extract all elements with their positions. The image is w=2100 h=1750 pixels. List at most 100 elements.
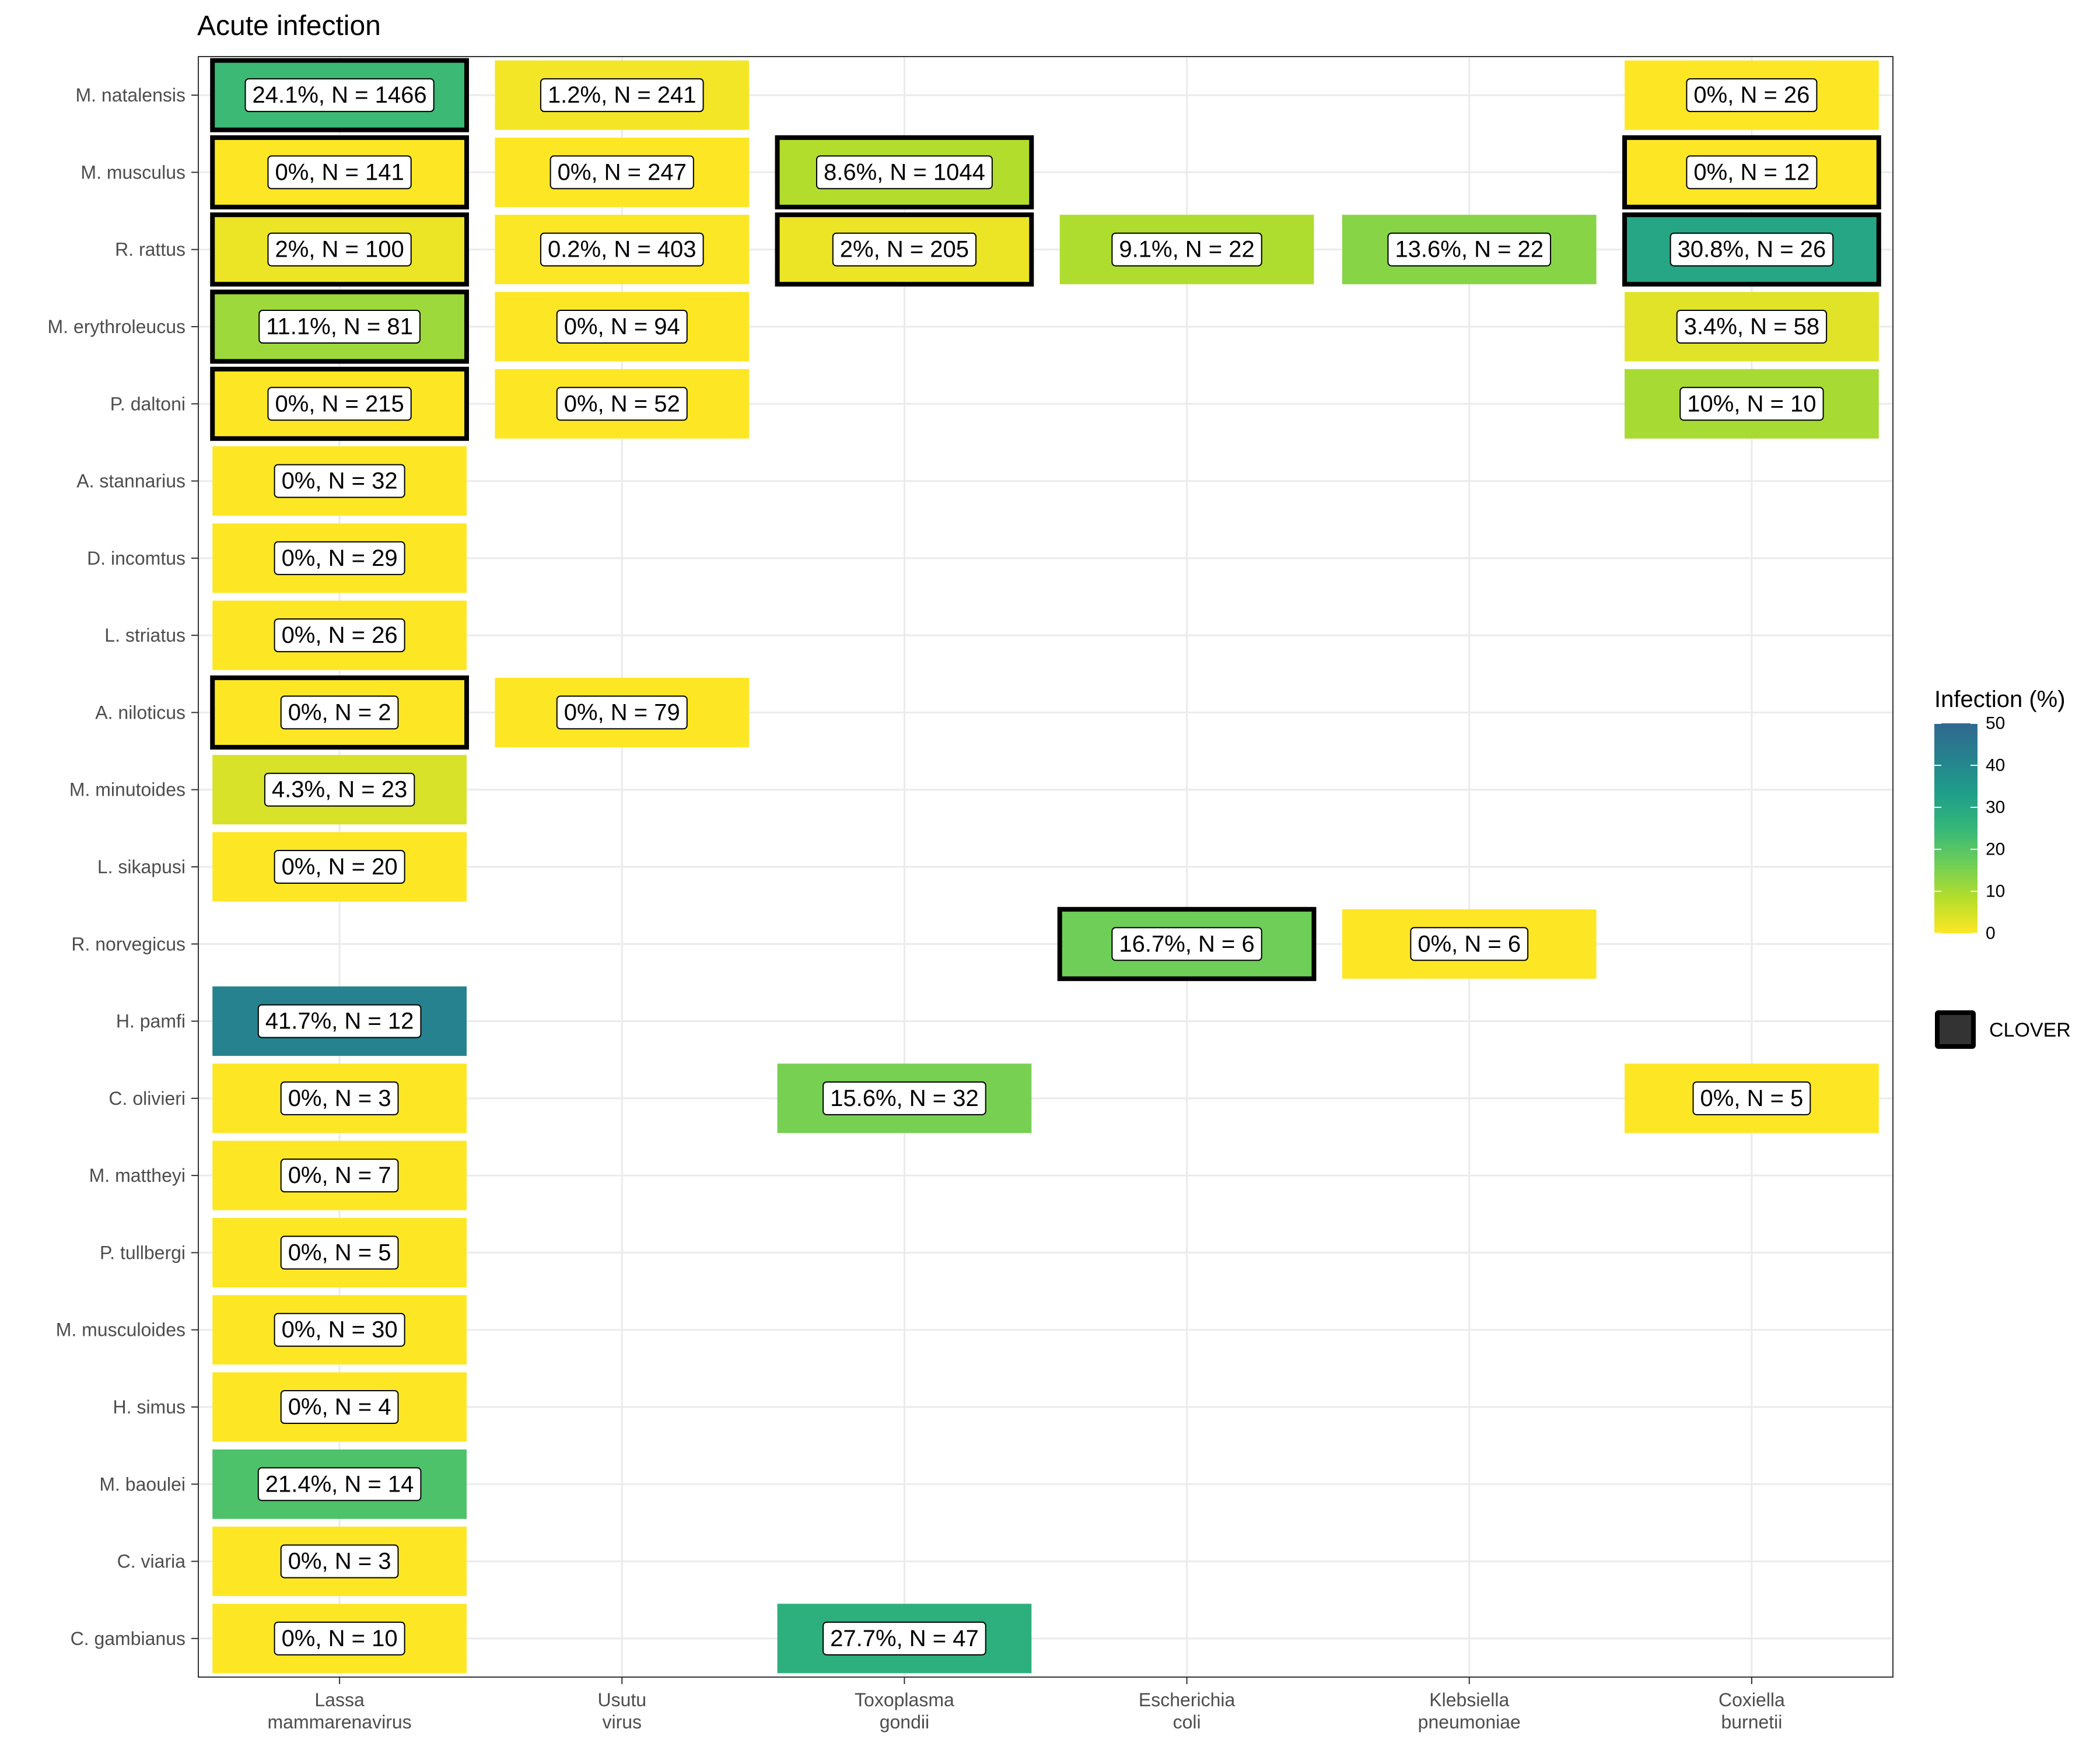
cell-label-text: 0%, N = 32 xyxy=(282,468,398,494)
cell-label: 0%, N = 94 xyxy=(556,310,688,344)
cell-label-box xyxy=(280,1081,399,1115)
cell-label: 0%, N = 247 xyxy=(550,155,694,190)
y-tick-label: M. natalensis xyxy=(75,85,186,106)
cell-label-text: 0%, N = 5 xyxy=(1700,1086,1804,1111)
cell-label-box xyxy=(1111,927,1262,961)
cell-label-box xyxy=(267,155,412,190)
cell-label: 0%, N = 26 xyxy=(274,618,405,653)
cell-label-text: 0%, N = 52 xyxy=(564,391,680,416)
cell-label-box xyxy=(556,387,688,421)
y-tick-label: P. tullbergi xyxy=(100,1242,186,1263)
cell-label-box xyxy=(1679,387,1824,421)
cell-label-text: 9.1%, N = 22 xyxy=(1119,237,1254,262)
cell-label-text: 15.6%, N = 32 xyxy=(830,1086,979,1111)
cell-label-text: 0%, N = 7 xyxy=(288,1163,391,1188)
cell-label: 10%, N = 10 xyxy=(1679,387,1824,421)
cell-label: 0%, N = 26 xyxy=(1686,78,1818,113)
cell-label-box xyxy=(816,155,993,190)
cell-label-text: 4.3%, N = 23 xyxy=(272,777,407,803)
y-tick-label: M. mattheyi xyxy=(89,1165,186,1186)
cell-label-box xyxy=(1686,155,1818,190)
y-tick-label: M. musculus xyxy=(80,162,186,183)
cell-label-text: 0%, N = 3 xyxy=(288,1549,391,1574)
cell-label: 4.3%, N = 23 xyxy=(264,772,415,807)
cell-label-text: 0.2%, N = 403 xyxy=(548,237,696,262)
cell-label-text: 0%, N = 247 xyxy=(558,159,687,185)
y-axis: M. natalensis M. musculus R. rattus M. eryt… xyxy=(47,85,198,1649)
cell-label: 11.1%, N = 81 xyxy=(258,310,421,344)
cell-label-text: 13.6%, N = 22 xyxy=(1395,237,1544,262)
cell-tile xyxy=(210,366,469,441)
y-tick-label: P. daltoni xyxy=(110,393,186,414)
cell-label-box xyxy=(1410,927,1529,961)
cell-label-text: 0%, N = 3 xyxy=(288,1086,391,1111)
cell-label-box xyxy=(1670,232,1834,267)
cell-label-text: 27.7%, N = 47 xyxy=(830,1626,979,1651)
heatmap-cell xyxy=(210,366,469,441)
cell-label: 9.1%, N = 22 xyxy=(1111,232,1262,267)
x-axis: Lassa mammarenavirus Usutu virus Toxoplasma g… xyxy=(267,1677,1785,1732)
cell-label: 0%, N = 3 xyxy=(280,1544,399,1578)
cell-label-box xyxy=(264,772,415,807)
cell-label: 0%, N = 30 xyxy=(274,1312,405,1347)
cell-label-text: 0%, N = 30 xyxy=(282,1317,398,1343)
colorbar-tick-label: 50 xyxy=(1986,714,2005,733)
cell-label-box xyxy=(550,155,694,190)
cell-label-box xyxy=(274,618,405,653)
cell-label-text: 24.1%, N = 1466 xyxy=(253,82,427,108)
cell-label: 0%, N = 2 xyxy=(280,695,399,730)
clover-legend-label: CLOVER xyxy=(1989,1019,2071,1041)
cell-label: 0%, N = 5 xyxy=(1692,1081,1811,1115)
y-tick-label: H. simus xyxy=(113,1396,186,1418)
y-tick-label: A. niloticus xyxy=(95,702,186,723)
legend: Infection (%) 0 10 20 30 40 50 CLOVER xyxy=(1934,687,2071,1049)
y-tick-label: M. erythroleucus xyxy=(47,316,186,337)
cell-label-text: 1.2%, N = 241 xyxy=(548,82,696,108)
cell-label: 0%, N = 32 xyxy=(274,464,405,498)
cell-label-box xyxy=(540,78,704,113)
cell-label-box xyxy=(280,1390,399,1424)
cell-label: 0%, N = 5 xyxy=(280,1236,399,1270)
y-tick-label: R. norvegicus xyxy=(71,933,186,954)
cell-label: 0%, N = 52 xyxy=(556,387,688,421)
cell-label-box xyxy=(274,1312,405,1347)
cell-label-text: 21.4%, N = 14 xyxy=(265,1471,414,1497)
cell-label-box xyxy=(257,1004,422,1038)
cell-label-box xyxy=(280,1236,399,1270)
colorbar-tick-label: 20 xyxy=(1986,840,2005,859)
cell-label-text: 0%, N = 6 xyxy=(1418,931,1521,957)
cell-label-text: 16.7%, N = 6 xyxy=(1119,931,1254,957)
x-tick-label: Usutu virus xyxy=(597,1689,646,1732)
cell-label-text: 3.4%, N = 58 xyxy=(1684,314,1819,340)
y-tick-label: M. musculoides xyxy=(56,1320,186,1340)
y-tick-label: D. incomtus xyxy=(87,548,186,569)
x-tick-label: Klebsiella pneumoniae xyxy=(1418,1689,1521,1732)
cell-label: 24.1%, N = 1466 xyxy=(244,78,435,113)
cell-label-box xyxy=(1387,232,1552,267)
cell-label: 1.2%, N = 241 xyxy=(540,78,704,113)
cell-label-box xyxy=(274,464,405,498)
cell-label-box xyxy=(267,232,412,267)
x-tick-label: Toxoplasma gondii xyxy=(855,1689,954,1732)
cell-label-text: 0%, N = 4 xyxy=(288,1394,391,1420)
y-tick-label: A. stannarius xyxy=(76,471,186,492)
cell-label: 2%, N = 100 xyxy=(267,232,412,267)
chart-title: Acute infection xyxy=(197,10,381,41)
cell-label: 0.2%, N = 403 xyxy=(540,232,704,267)
cell-label: 0%, N = 79 xyxy=(556,695,688,730)
cell-label-text: 0%, N = 12 xyxy=(1693,159,1810,185)
y-tick-label: L. sikapusi xyxy=(97,856,186,877)
cell-label-box xyxy=(257,1467,422,1502)
cell-label-box xyxy=(258,310,421,344)
cell-label-box xyxy=(274,541,405,575)
cell-label-text: 10%, N = 10 xyxy=(1687,391,1816,416)
cell-label: 0%, N = 3 xyxy=(280,1081,399,1115)
cell-label-text: 0%, N = 26 xyxy=(282,622,398,648)
cell-label-box xyxy=(540,232,704,267)
cell-label-text: 8.6%, N = 1044 xyxy=(824,159,985,185)
y-tick-label: L. striatus xyxy=(104,625,186,646)
heatmap-cell xyxy=(1622,212,1881,287)
cell-label: 3.4%, N = 58 xyxy=(1676,310,1828,344)
cell-label-box xyxy=(556,695,688,730)
